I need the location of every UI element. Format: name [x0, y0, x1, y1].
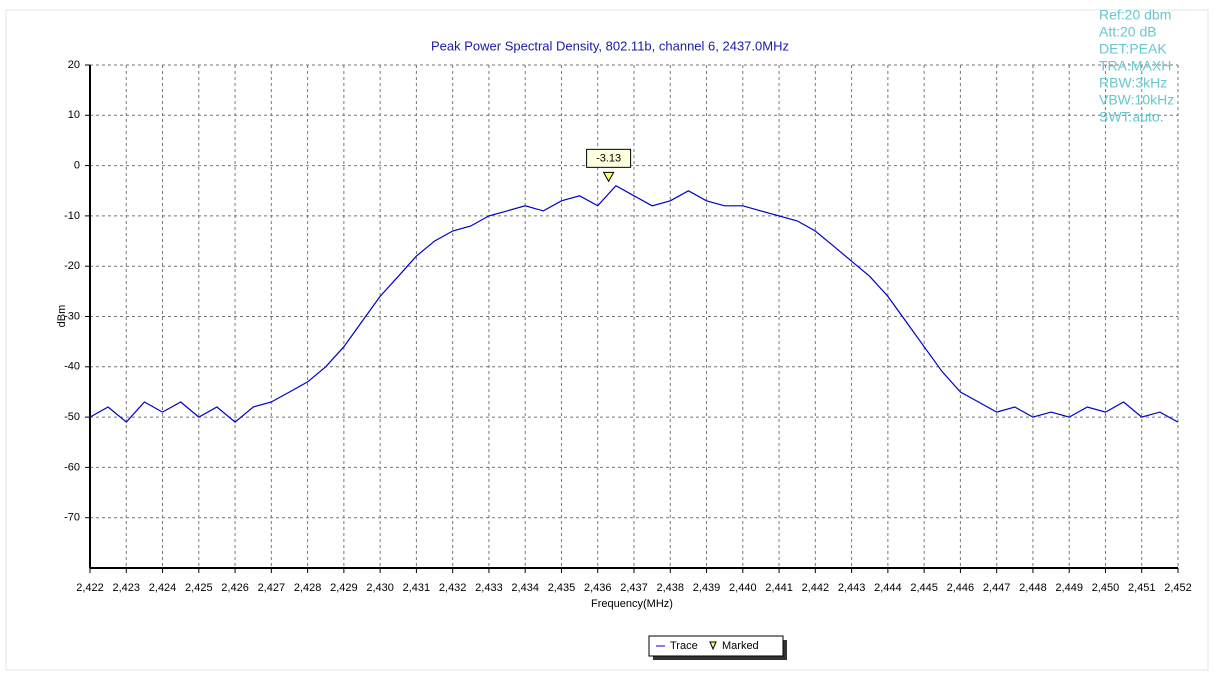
marker	[602, 171, 615, 183]
x-tick-label: 2,442	[802, 582, 830, 594]
x-tick-label: 2,426	[221, 582, 249, 594]
chart-title: Peak Power Spectral Density, 802.11b, ch…	[431, 38, 789, 53]
x-tick-label: 2,423	[113, 582, 141, 594]
x-tick-label: 2,448	[1019, 582, 1047, 594]
x-axis-label: Frequency(MHz)	[591, 598, 673, 610]
legend-marker-swatch	[709, 641, 717, 651]
x-tick-label: 2,439	[693, 582, 721, 594]
x-tick-label: 2,447	[983, 582, 1011, 594]
legend-label: Marked	[722, 640, 759, 652]
x-tick-label: 2,437	[620, 582, 648, 594]
info-line: SWT:auto.	[1099, 109, 1164, 125]
x-tick-label: 2,440	[729, 582, 757, 594]
y-tick-label: -20	[64, 260, 80, 272]
x-tick-label: 2,450	[1092, 582, 1120, 594]
y-tick-label: -40	[64, 361, 80, 373]
x-tick-label: 2,451	[1128, 582, 1156, 594]
y-tick-label: 20	[68, 59, 80, 71]
y-tick-label: -30	[64, 310, 80, 322]
x-tick-label: 2,434	[511, 582, 539, 594]
x-tick-label: 2,432	[439, 582, 467, 594]
y-axis-label: dBm	[56, 305, 68, 328]
info-line: TRA:MAXH	[1099, 58, 1171, 74]
y-tick-label: -70	[64, 512, 80, 524]
x-tick-label: 2,424	[149, 582, 177, 594]
y-tick-label: -50	[64, 411, 80, 423]
y-tick-label: 0	[74, 160, 80, 172]
info-line: DET:PEAK	[1099, 41, 1167, 57]
x-tick-label: 2,438	[657, 582, 685, 594]
legend	[648, 635, 787, 660]
info-line: RBW:3kHz	[1099, 75, 1167, 91]
info-line: Ref:20 dbm	[1099, 7, 1171, 23]
x-tick-label: 2,422	[76, 582, 104, 594]
x-tick-label: 2,446	[947, 582, 975, 594]
x-tick-label: 2,428	[294, 582, 322, 594]
y-tick-label: -10	[64, 210, 80, 222]
x-tick-label: 2,429	[330, 582, 358, 594]
x-tick-label: 2,444	[874, 582, 902, 594]
marker-label-box	[586, 148, 632, 168]
frame	[5, 9, 1209, 671]
trace-line	[89, 184, 1179, 423]
x-tick-label: 2,449	[1055, 582, 1083, 594]
x-tick-label: 2,427	[258, 582, 286, 594]
x-tick-label: 2,433	[475, 582, 503, 594]
x-tick-label: 2,431	[403, 582, 431, 594]
marker-label: -3.13	[596, 152, 621, 164]
y-tick-label: -60	[64, 461, 80, 473]
x-tick-label: 2,435	[548, 582, 576, 594]
x-tick-label: 2,445	[910, 582, 938, 594]
x-tick-label: 2,441	[765, 582, 793, 594]
x-tick-label: 2,452	[1164, 582, 1192, 594]
legend-box	[648, 635, 784, 657]
x-tick-label: 2,436	[584, 582, 612, 594]
legend-label: Trace	[670, 640, 698, 652]
x-tick-label: 2,430	[366, 582, 394, 594]
info-line: Att:20 dB	[1099, 24, 1157, 40]
x-tick-label: 2,443	[838, 582, 866, 594]
info-line: VBW:10kHz	[1099, 92, 1174, 108]
x-tick-label: 2,425	[185, 582, 213, 594]
y-tick-label: 10	[68, 109, 80, 121]
